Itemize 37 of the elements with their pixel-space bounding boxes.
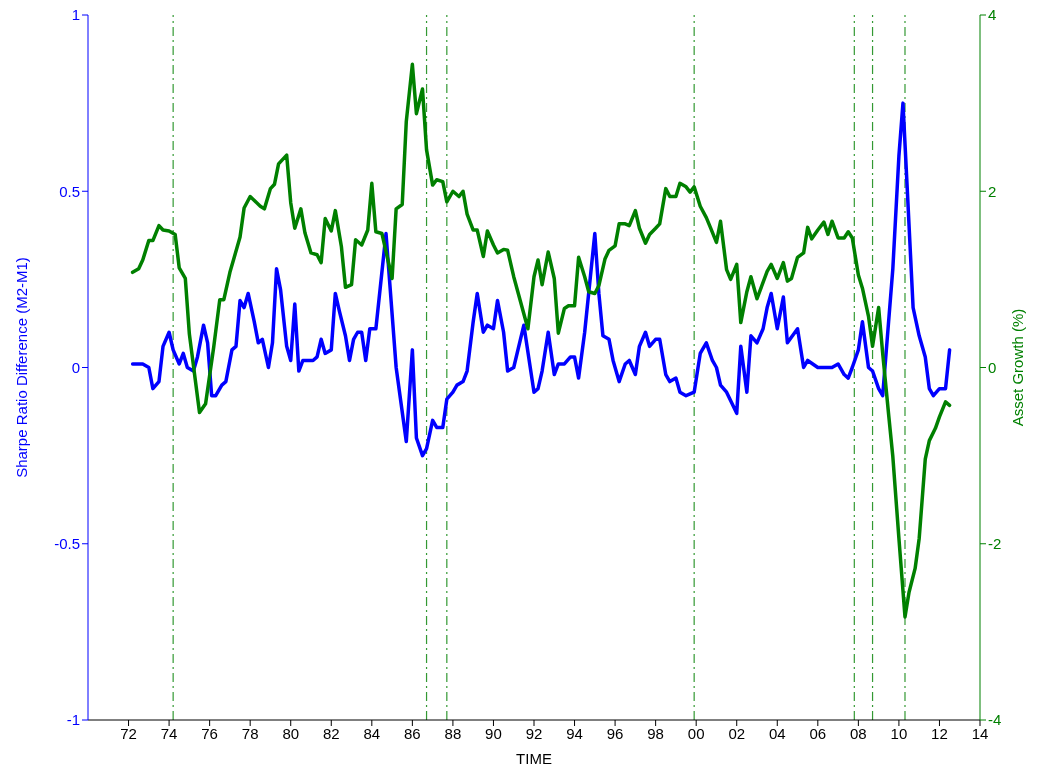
x-tick-label: 84 bbox=[363, 724, 381, 742]
y-tick-label: 1 bbox=[71, 6, 80, 24]
x-tick-label: 72 bbox=[120, 724, 137, 742]
y2-axis-title: Asset Growth (%) bbox=[1009, 308, 1027, 427]
x-tick-label: 00 bbox=[687, 724, 705, 742]
x-axis-title: TIME bbox=[516, 750, 552, 767]
y-tick-label: 0.5 bbox=[59, 182, 80, 200]
x-tick-label: 08 bbox=[850, 724, 867, 742]
x-tick-label: 92 bbox=[525, 724, 543, 742]
y2-tick-label: -4 bbox=[988, 711, 1002, 729]
x-tick-label: 04 bbox=[768, 724, 786, 742]
y-tick-label: -1 bbox=[66, 711, 80, 729]
y2-tick-label: 4 bbox=[988, 6, 997, 24]
y2-tick-label: 2 bbox=[988, 182, 997, 200]
x-tick-label: 98 bbox=[647, 724, 664, 742]
y2-tick-label: -2 bbox=[988, 535, 1002, 553]
line-series bbox=[130, 62, 952, 619]
line-series bbox=[130, 101, 952, 458]
x-tick-label: 96 bbox=[606, 724, 624, 742]
x-tick-label: 76 bbox=[201, 724, 218, 742]
x-tick-label: 74 bbox=[160, 724, 178, 742]
x-tick-label: 14 bbox=[971, 724, 989, 742]
x-tick-label: 82 bbox=[322, 724, 340, 742]
y-tick-label: -0.5 bbox=[54, 535, 80, 553]
x-tick-label: 86 bbox=[404, 724, 421, 742]
y-axis-title: Sharpe Ratio Difference (M2-M1) bbox=[13, 257, 31, 478]
y-tick-label: 0 bbox=[71, 358, 80, 376]
y2-tick-label: 0 bbox=[988, 358, 997, 376]
x-tick-label: 02 bbox=[728, 724, 746, 742]
x-tick-label: 88 bbox=[444, 724, 462, 742]
x-tick-label: 94 bbox=[566, 724, 583, 742]
x-tick-label: 10 bbox=[890, 724, 908, 742]
x-tick-label: 78 bbox=[241, 724, 259, 742]
x-tick-label: 90 bbox=[485, 724, 502, 742]
x-tick-label: 80 bbox=[282, 724, 300, 742]
x-tick-label: 06 bbox=[809, 724, 827, 742]
x-tick-label: 12 bbox=[931, 724, 948, 742]
